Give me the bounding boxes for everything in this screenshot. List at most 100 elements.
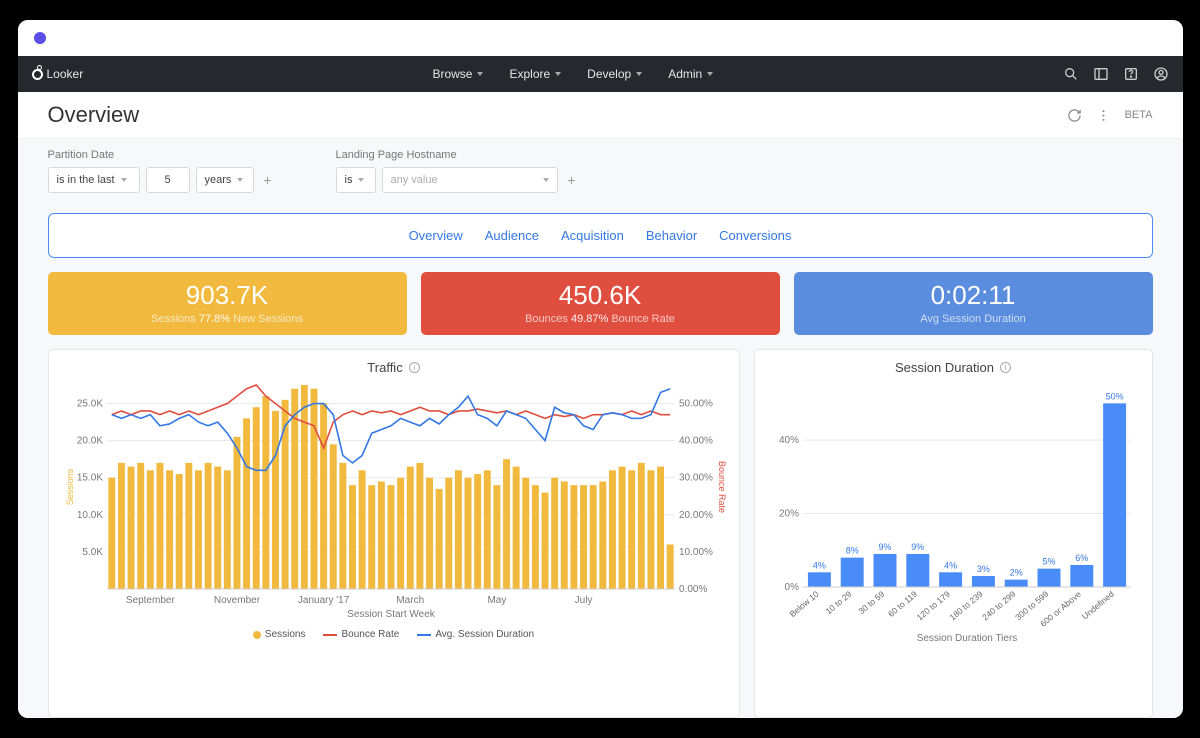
svg-text:30.00%: 30.00% xyxy=(679,473,713,484)
kpi-card: 450.6K Bounces 49.87% Bounce Rate xyxy=(421,272,780,335)
svg-text:40.00%: 40.00% xyxy=(679,436,713,447)
svg-text:20.00%: 20.00% xyxy=(679,510,713,521)
svg-text:5%: 5% xyxy=(1042,557,1055,567)
svg-text:40%: 40% xyxy=(778,435,798,446)
section-nav: Overview Audience Acquisition Behavior C… xyxy=(48,213,1153,258)
svg-text:120 to 179: 120 to 179 xyxy=(914,589,951,623)
partition-op-select[interactable]: is in the last xyxy=(48,167,140,193)
svg-text:4%: 4% xyxy=(812,560,825,570)
tab-overview[interactable]: Overview xyxy=(409,228,463,243)
add-filter-icon[interactable]: + xyxy=(564,172,580,188)
svg-text:0.00%: 0.00% xyxy=(679,584,707,595)
filter-label: Landing Page Hostname xyxy=(336,149,580,161)
duration-card: Session Durationi 0%20%40%4%8%9%9%4%3%2%… xyxy=(754,349,1153,718)
kpi-subtitle: Avg Session Duration xyxy=(800,313,1147,325)
traffic-title: Traffic xyxy=(367,360,402,375)
window-dot-icon xyxy=(34,32,46,44)
svg-text:March: March xyxy=(396,595,424,606)
svg-text:20.0K: 20.0K xyxy=(76,436,102,447)
search-icon[interactable] xyxy=(1063,66,1079,82)
svg-text:30 to 59: 30 to 59 xyxy=(856,589,886,617)
refresh-icon[interactable] xyxy=(1067,108,1082,123)
svg-text:Session Start Week: Session Start Week xyxy=(347,609,436,620)
tab-acquisition[interactable]: Acquisition xyxy=(561,228,624,243)
chevron-down-icon xyxy=(707,72,713,76)
svg-text:10.0K: 10.0K xyxy=(76,510,102,521)
kpi-subtitle: Sessions 77.8% New Sessions xyxy=(54,313,401,325)
brand-logo[interactable]: Looker xyxy=(32,67,84,81)
nav-right xyxy=(1063,66,1169,82)
svg-text:50.00%: 50.00% xyxy=(679,399,713,410)
svg-text:9%: 9% xyxy=(911,542,924,552)
nav-browse[interactable]: Browse xyxy=(432,67,483,81)
chevron-down-icon xyxy=(121,178,127,182)
nav-admin[interactable]: Admin xyxy=(668,67,713,81)
chevron-down-icon xyxy=(358,178,364,182)
partition-value-input[interactable]: 5 xyxy=(146,167,190,193)
logo-mark-icon xyxy=(32,69,43,80)
beta-badge: BETA xyxy=(1125,109,1153,121)
svg-text:Bounce Rate: Bounce Rate xyxy=(717,461,727,513)
svg-text:240 to 299: 240 to 299 xyxy=(980,589,1017,623)
add-filter-icon[interactable]: + xyxy=(260,172,276,188)
svg-text:4%: 4% xyxy=(944,560,957,570)
help-icon[interactable] xyxy=(1123,66,1139,82)
svg-text:10 to 29: 10 to 29 xyxy=(823,589,853,617)
traffic-chart: 5.0K 10.0K 15.0K 20.0K 25.0K 0.00% 10.00% 20.00… xyxy=(61,379,727,625)
svg-text:5.0K: 5.0K xyxy=(82,547,103,558)
duration-title: Session Duration xyxy=(895,360,994,375)
top-nav: Looker Browse Explore Develop Admin xyxy=(18,56,1183,92)
tab-conversions[interactable]: Conversions xyxy=(719,228,791,243)
svg-text:July: July xyxy=(574,595,592,606)
kpi-value: 0:02:11 xyxy=(800,280,1147,311)
svg-text:May: May xyxy=(487,595,506,606)
svg-text:0%: 0% xyxy=(784,582,799,593)
svg-text:September: September xyxy=(125,595,175,606)
svg-text:January '17: January '17 xyxy=(297,595,349,606)
chevron-down-icon xyxy=(477,72,483,76)
kpi-value: 903.7K xyxy=(54,280,401,311)
app-window: Looker Browse Explore Develop Admin Over… xyxy=(18,20,1183,718)
svg-text:Sessions: Sessions xyxy=(65,468,75,505)
traffic-legend: Sessions Bounce Rate Avg. Session Durati… xyxy=(61,629,727,640)
content: Overview BETA Partition Date is in the l… xyxy=(18,92,1183,718)
nav-center: Browse Explore Develop Admin xyxy=(83,67,1062,81)
window-title-bar xyxy=(18,20,1183,56)
info-icon[interactable]: i xyxy=(1000,362,1011,373)
nav-develop[interactable]: Develop xyxy=(587,67,642,81)
page-actions: BETA xyxy=(1067,108,1153,123)
nav-explore[interactable]: Explore xyxy=(509,67,561,81)
svg-text:Session Duration Tiers: Session Duration Tiers xyxy=(916,633,1017,644)
traffic-card: Traffic i 5.0K 10.0K 15.0K 20.0K 25.0K 0.00% 10… xyxy=(48,349,740,718)
svg-text:8%: 8% xyxy=(845,546,858,556)
filter-partition-date: Partition Date is in the last 5 years + xyxy=(48,149,276,193)
panel-icon[interactable] xyxy=(1093,66,1109,82)
chevron-down-icon xyxy=(543,178,549,182)
partition-unit-select[interactable]: years xyxy=(196,167,254,193)
charts-row: Traffic i 5.0K 10.0K 15.0K 20.0K 25.0K 0.00% 10… xyxy=(48,349,1153,718)
svg-text:15.0K: 15.0K xyxy=(76,473,102,484)
tab-behavior[interactable]: Behavior xyxy=(646,228,697,243)
svg-text:6%: 6% xyxy=(1075,553,1088,563)
svg-text:10.00%: 10.00% xyxy=(679,547,713,558)
chevron-down-icon xyxy=(237,178,243,182)
svg-text:25.0K: 25.0K xyxy=(76,399,102,410)
svg-text:50%: 50% xyxy=(1105,391,1123,401)
duration-chart: 0%20%40%4%8%9%9%4%3%2%5%6%50%Below 1010 … xyxy=(767,379,1139,645)
more-icon[interactable] xyxy=(1096,108,1111,123)
host-value-select[interactable]: any value xyxy=(382,167,558,193)
filters: Partition Date is in the last 5 years + … xyxy=(48,139,1153,207)
info-icon[interactable]: i xyxy=(409,362,420,373)
page-header: Overview BETA xyxy=(18,92,1183,139)
filter-landing-host: Landing Page Hostname is any value + xyxy=(336,149,580,193)
kpi-card: 903.7K Sessions 77.8% New Sessions xyxy=(48,272,407,335)
tab-audience[interactable]: Audience xyxy=(485,228,539,243)
svg-text:20%: 20% xyxy=(778,509,798,520)
chevron-down-icon xyxy=(636,72,642,76)
user-icon[interactable] xyxy=(1153,66,1169,82)
host-op-select[interactable]: is xyxy=(336,167,376,193)
kpi-subtitle: Bounces 49.87% Bounce Rate xyxy=(427,313,774,325)
svg-text:Undefined: Undefined xyxy=(1079,589,1115,622)
svg-text:9%: 9% xyxy=(878,542,891,552)
chevron-down-icon xyxy=(555,72,561,76)
